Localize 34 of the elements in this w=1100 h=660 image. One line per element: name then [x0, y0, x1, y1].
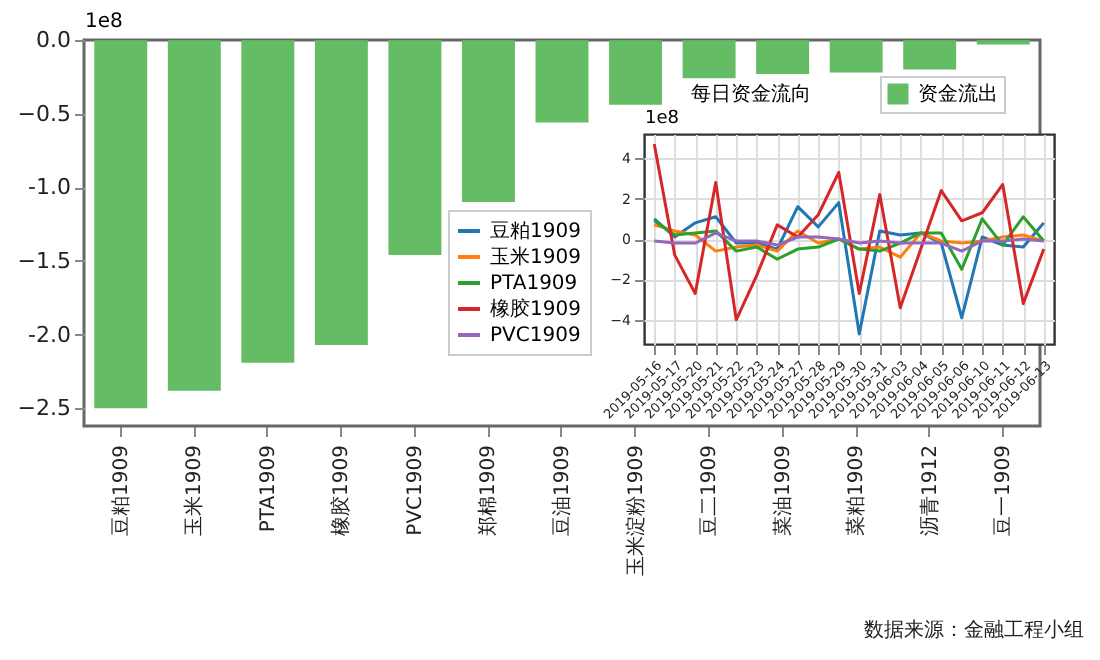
line-series: [652, 142, 1046, 322]
y-tick-label: −2.5: [17, 395, 71, 422]
x-tick-label: 菜粕1909: [844, 445, 869, 536]
legend-label: 橡胶1909: [490, 297, 581, 321]
legend-label: PTA1909: [490, 273, 578, 295]
line-series: [652, 223, 1046, 259]
x-tick-label: 豆粕1909: [110, 445, 133, 536]
y-axis-title: 1e8: [645, 109, 680, 129]
y-tick-label: −1.5: [17, 247, 71, 274]
x-tick-label: 豆二1909: [699, 445, 722, 536]
x-tick-label: 豆油1909: [550, 445, 574, 536]
x-tick-label: 橡胶1909: [329, 445, 354, 536]
x-tick-label: 豆一1909: [993, 445, 1016, 536]
x-tick-label: PTA1909: [257, 445, 280, 533]
y-tick-label: -2.0: [28, 321, 71, 348]
legend-label: 玉米1909: [490, 245, 581, 269]
x-tick-label: 郑棉1909: [476, 445, 501, 536]
chart-title: 每日资金流向: [690, 82, 811, 106]
y-tick-label: -1.0: [28, 174, 71, 201]
legend-label: 豆粕1909: [490, 221, 581, 243]
y-axis-title: 1e8: [85, 11, 123, 33]
y-tick-label: 0.0: [36, 27, 71, 53]
source-note: 数据来源：金融工程小组: [864, 617, 1084, 644]
x-tick-label: 菜油1909: [770, 445, 795, 536]
line-series: [652, 231, 1046, 253]
x-tick-label: 玉米淀粉1909: [623, 445, 648, 576]
line-series: [652, 201, 1046, 336]
line-series: [652, 215, 1046, 271]
legend-label: 资金流出: [918, 82, 998, 106]
x-tick-label: PVC1909: [404, 445, 427, 536]
y-tick-label: −0.5: [17, 100, 71, 127]
legend-label: PVC1909: [490, 325, 581, 347]
x-tick-label: 沥青1912: [917, 445, 942, 536]
x-tick-label: 玉米1909: [182, 445, 207, 536]
